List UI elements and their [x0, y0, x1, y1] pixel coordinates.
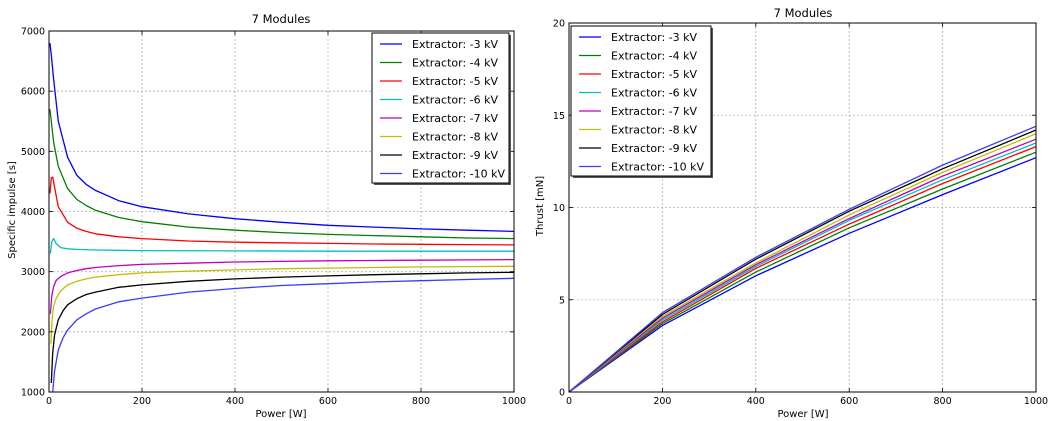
legend-box	[371, 32, 510, 184]
legend-label: Extractor: -9 kV	[412, 149, 498, 162]
legend-label: Extractor: -3 kV	[611, 31, 697, 44]
x-axis-label: Power [W]	[777, 409, 828, 420]
y-tick-label: 2000	[21, 327, 45, 338]
legend-box	[570, 25, 712, 177]
series-line	[50, 271, 515, 384]
legend-label: Extractor: -10 kV	[412, 168, 505, 181]
specific-impulse-chart: 7 Modules Power [W] Specific impulse [s]…	[7, 12, 526, 420]
series-line	[49, 42, 515, 233]
legend-label: Extractor: -8 kV	[412, 131, 498, 144]
y-tick-label: 20	[553, 19, 565, 30]
legend-label: Extractor: -6 kV	[412, 94, 498, 107]
x-tick-label: 1000	[1024, 396, 1048, 407]
legend-label: Extractor: -7 kV	[412, 112, 498, 125]
series-line	[49, 258, 515, 314]
x-tick-label: 200	[133, 396, 151, 407]
chart-title: 7 Modules	[252, 12, 311, 26]
x-tick-label: 800	[934, 396, 952, 407]
y-tick-label: 3000	[21, 267, 45, 278]
legend-label: Extractor: -4 kV	[412, 57, 498, 70]
series-line	[568, 142, 1037, 393]
y-axis-label: Specific impulse [s]	[7, 161, 18, 259]
y-tick-label: 1000	[21, 388, 45, 399]
legend-label: Extractor: -7 kV	[611, 105, 697, 118]
legend-label: Extractor: -4 kV	[611, 50, 697, 63]
series-line	[568, 145, 1037, 393]
x-axis-label: Power [W]	[255, 409, 306, 420]
y-tick-label: 7000	[21, 27, 45, 38]
y-tick-label: 0	[559, 388, 565, 399]
x-tick-label: 400	[747, 396, 765, 407]
series-line	[52, 277, 515, 393]
y-tick-label: 6000	[21, 87, 45, 98]
series-line	[50, 265, 515, 344]
x-tick-label: 0	[566, 396, 572, 407]
series-line	[568, 129, 1037, 393]
series-line	[568, 125, 1037, 393]
legend: Extractor: -3 kV Extractor: -4 kV Extracto…	[570, 25, 713, 178]
y-tick-label: 5	[559, 295, 565, 306]
x-tick-label: 1000	[502, 396, 526, 407]
x-tick-label: 600	[319, 396, 337, 407]
series-line	[49, 176, 515, 246]
series-line	[568, 133, 1037, 393]
x-tick-label: 400	[226, 396, 244, 407]
x-tick-label: 200	[653, 396, 671, 407]
legend-label: Extractor: -10 kV	[611, 161, 704, 174]
x-tick-label: 800	[412, 396, 430, 407]
y-axis-label: Thrust [mN]	[535, 176, 546, 237]
series-line	[568, 151, 1037, 393]
series-line	[49, 237, 514, 254]
legend-label: Extractor: -8 kV	[611, 124, 697, 137]
series-line	[49, 109, 515, 240]
thrust-chart: 7 Modules Power [W] Thrust [mN] 0 200 400 6…	[535, 6, 1048, 420]
y-tick-label: 10	[553, 203, 565, 214]
y-tick-label: 4000	[21, 207, 45, 218]
y-tick-label: 15	[553, 111, 565, 122]
legend-label: Extractor: -3 kV	[412, 38, 498, 51]
legend-label: Extractor: -6 kV	[611, 87, 697, 100]
y-tick-label: 5000	[21, 147, 45, 158]
x-tick-label: 0	[46, 396, 52, 407]
series-line	[568, 138, 1037, 393]
legend-label: Extractor: -5 kV	[412, 75, 498, 88]
legend-label: Extractor: -9 kV	[611, 142, 697, 155]
series-line	[568, 157, 1037, 393]
legend: Extractor: -3 kV Extractor: -4 kV Extracto…	[371, 32, 511, 185]
x-tick-label: 600	[840, 396, 858, 407]
legend-label: Extractor: -5 kV	[611, 68, 697, 81]
chart-title: 7 Modules	[774, 6, 833, 20]
